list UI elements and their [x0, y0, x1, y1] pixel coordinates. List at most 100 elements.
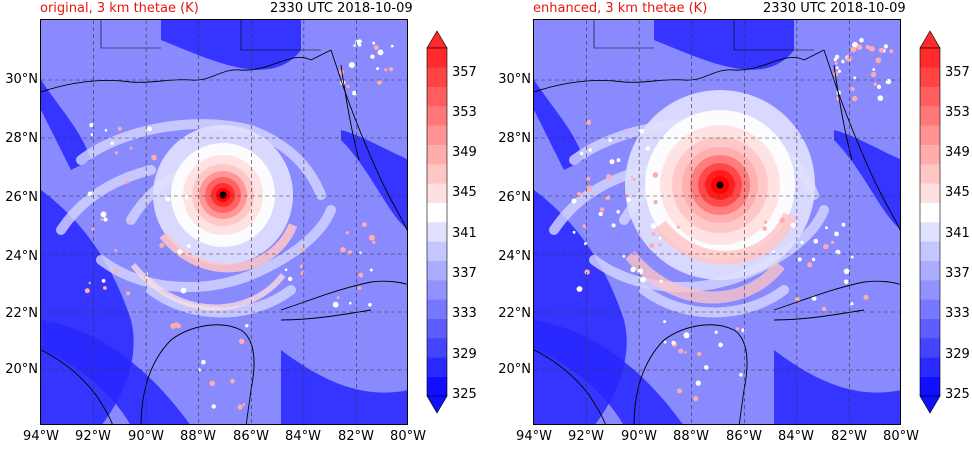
- cb-label-337: 337: [945, 266, 970, 281]
- convective-cell: [373, 45, 379, 51]
- convective-cell: [657, 163, 663, 169]
- convective-cell: [349, 301, 352, 305]
- storm-center-marker: [716, 181, 724, 189]
- convective-cell: [211, 404, 216, 409]
- convective-cell: [104, 129, 108, 132]
- colorbar-bin: [920, 67, 940, 87]
- convective-cell: [870, 71, 877, 78]
- convective-cell: [859, 37, 864, 43]
- dry-air-band: [41, 80, 91, 170]
- convective-cell: [626, 197, 631, 202]
- rainband: [96, 205, 336, 292]
- convective-cell: [606, 173, 612, 180]
- convective-cell: [637, 268, 644, 275]
- convective-cell: [856, 44, 863, 50]
- convective-cell: [147, 126, 152, 132]
- convective-cell: [843, 268, 850, 275]
- colorbar-bin: [427, 280, 447, 300]
- colorbar-bin: [427, 86, 447, 107]
- coastline: [833, 64, 853, 161]
- convective-cell: [114, 248, 118, 252]
- convective-cell: [84, 288, 90, 294]
- storm-spiral-arm: [625, 251, 785, 304]
- right-panel-title: enhanced, 3 km thetae (K): [533, 1, 708, 16]
- left-panel-timestamp: 2330 UTC 2018-10-09: [270, 1, 413, 16]
- convective-cell: [651, 232, 656, 236]
- convective-cell: [625, 193, 628, 196]
- colorbar-bin: [427, 67, 447, 87]
- convective-cell: [772, 250, 776, 253]
- cb-label-333: 333: [945, 306, 970, 321]
- convective-cell: [127, 220, 131, 224]
- convective-cell: [835, 54, 840, 59]
- convective-cell: [300, 271, 305, 276]
- convective-cell: [340, 247, 346, 253]
- lon-tick-84: 84°W: [285, 429, 321, 444]
- left-map-plot: [41, 20, 407, 424]
- coastline: [330, 49, 407, 231]
- convective-cell: [300, 248, 306, 253]
- convective-cell: [89, 123, 94, 128]
- convective-cell: [735, 327, 740, 331]
- convective-cell: [376, 67, 380, 71]
- lat-tick-22: 22°N: [498, 306, 531, 321]
- colorbar-bin: [920, 318, 940, 339]
- left-panel-title: original, 3 km thetae (K): [40, 1, 199, 16]
- lat-tick-26: 26°N: [5, 190, 38, 205]
- cb-label-341: 341: [945, 226, 970, 241]
- convective-cell: [336, 296, 340, 299]
- convective-cell: [866, 45, 870, 50]
- convective-cell: [622, 255, 626, 258]
- convective-cell: [165, 196, 171, 202]
- state-border: [593, 20, 654, 49]
- cb-label-349: 349: [945, 145, 970, 160]
- colorbar-bin: [920, 376, 940, 397]
- convective-cell: [846, 55, 852, 62]
- coastline: [633, 324, 748, 424]
- convective-cell: [110, 141, 114, 145]
- left-map[interactable]: [40, 19, 408, 425]
- convective-cell: [88, 281, 91, 285]
- convective-cell: [584, 242, 587, 246]
- colorbar-bin: [920, 125, 940, 145]
- convective-cell: [625, 130, 629, 134]
- convective-cell: [237, 404, 243, 410]
- convective-cell: [377, 79, 382, 85]
- convective-cell: [571, 198, 577, 204]
- storm-center-marker: [219, 191, 227, 199]
- convective-cell: [87, 191, 93, 197]
- lon-tick-84: 84°W: [778, 429, 814, 444]
- convective-cell: [850, 87, 855, 91]
- convective-cell: [790, 222, 796, 228]
- convective-cell: [145, 272, 148, 275]
- cb-label-333: 333: [452, 306, 477, 321]
- convective-cell: [370, 54, 375, 59]
- colorbar-bin: [427, 164, 447, 184]
- lat-tick-26: 26°N: [498, 190, 531, 205]
- convective-cell: [850, 46, 857, 53]
- convective-cell: [645, 170, 651, 176]
- dry-air-band: [534, 320, 683, 424]
- convective-cell: [389, 67, 394, 72]
- convective-cell: [201, 359, 206, 365]
- convective-cell: [348, 62, 355, 68]
- convective-cell: [823, 243, 829, 250]
- convective-cell: [176, 323, 181, 329]
- state-border: [240, 20, 321, 51]
- right-map[interactable]: [533, 19, 901, 425]
- convective-cell: [835, 249, 841, 255]
- convective-cell: [889, 49, 894, 54]
- convective-cell: [850, 302, 854, 306]
- dry-air-band: [534, 80, 584, 170]
- lon-tick-88: 88°W: [673, 429, 709, 444]
- convective-cell: [113, 268, 119, 274]
- convective-cell: [833, 71, 839, 77]
- convective-cell: [807, 262, 813, 268]
- convective-cell: [630, 175, 634, 178]
- convective-cell: [645, 146, 651, 151]
- convective-cell: [129, 146, 133, 150]
- convective-cell: [821, 306, 827, 312]
- convective-cell: [683, 332, 690, 339]
- convective-cell: [180, 287, 187, 294]
- coastline: [773, 309, 865, 321]
